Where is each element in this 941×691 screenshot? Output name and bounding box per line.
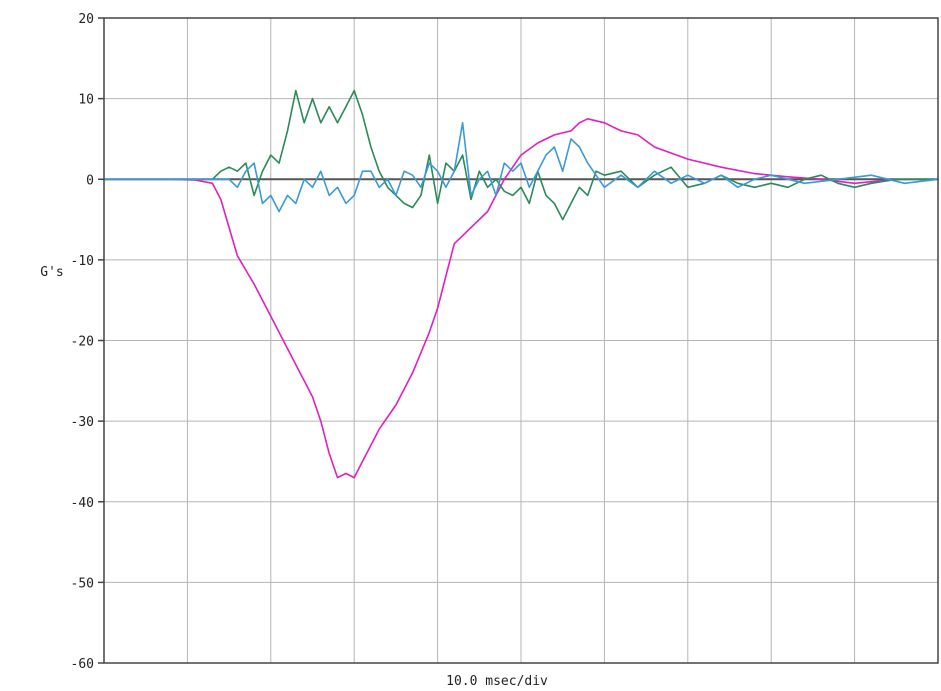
series-line-1: [103, 118, 939, 479]
series-line-3: [103, 122, 939, 213]
y-tick-label: -20: [71, 335, 94, 350]
y-tick-label: 10: [78, 93, 94, 108]
y-tick-label: -10: [71, 254, 94, 269]
y-tick-label: 20: [78, 12, 94, 27]
y-tick-label: -40: [71, 496, 94, 511]
y-axis-label: G's: [40, 265, 63, 280]
y-tick-label: 0: [86, 173, 94, 188]
y-axis-ticks: 20 10 0 -10 -20 -30 -40 -50 -60: [71, 12, 104, 672]
x-axis-label: 10.0 msec/div: [446, 674, 548, 689]
series-layer: [103, 89, 939, 479]
y-tick-label: -60: [71, 657, 94, 672]
y-tick-label: -30: [71, 415, 94, 430]
y-tick-label: -50: [71, 576, 94, 591]
